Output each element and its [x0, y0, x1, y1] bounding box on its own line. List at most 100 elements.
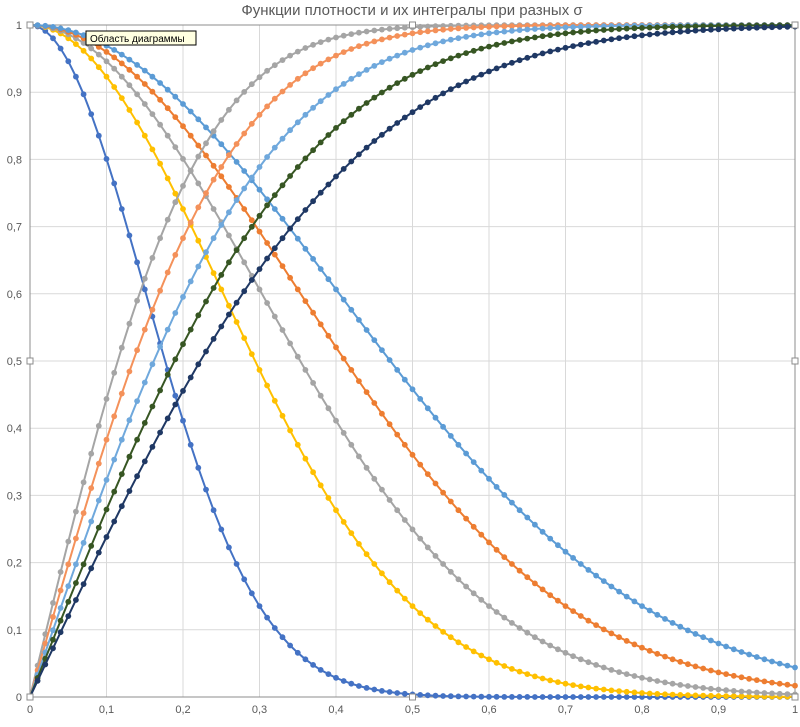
series-point	[478, 596, 485, 603]
series-point	[761, 656, 768, 663]
series-point	[88, 565, 95, 572]
series-point	[180, 123, 186, 130]
series-point	[134, 73, 141, 80]
series-point	[111, 84, 118, 90]
series-point	[348, 46, 355, 52]
series-point	[317, 482, 324, 489]
series-point	[180, 235, 186, 242]
series-point	[386, 357, 393, 363]
series-point	[616, 26, 622, 32]
series-point	[73, 561, 79, 568]
series-point	[792, 664, 798, 671]
series-point	[149, 111, 156, 117]
series-point	[784, 662, 791, 669]
series-point	[386, 579, 393, 586]
series-point	[348, 75, 355, 82]
series-point	[432, 23, 439, 30]
series-point	[348, 530, 355, 536]
series-point	[486, 656, 492, 663]
resize-handle[interactable]	[409, 21, 416, 29]
series-point	[608, 667, 615, 673]
resize-handle[interactable]	[26, 357, 34, 365]
series-point	[279, 57, 286, 63]
series-point	[226, 302, 232, 309]
series-point	[65, 35, 72, 42]
series-point	[470, 648, 477, 655]
series-point	[470, 24, 477, 31]
series-point	[256, 186, 263, 193]
series-point	[424, 23, 431, 30]
resize-handle[interactable]	[26, 693, 34, 701]
series-point	[715, 640, 722, 647]
series-point	[585, 694, 592, 700]
series-point	[562, 44, 569, 51]
series-point	[256, 286, 263, 293]
series-point	[409, 109, 416, 116]
series-point	[50, 627, 56, 634]
series-point	[248, 81, 255, 88]
series-point	[417, 44, 424, 51]
series-point	[600, 37, 607, 44]
series-point	[317, 98, 324, 105]
series-point	[386, 25, 393, 32]
series-point	[279, 235, 286, 242]
series-point	[669, 691, 676, 698]
resize-handle[interactable]	[409, 693, 416, 701]
series-point	[509, 620, 515, 626]
series-point	[363, 40, 370, 47]
series-point	[685, 23, 691, 30]
series-point	[164, 415, 171, 422]
series-point	[233, 141, 240, 147]
resize-handle[interactable]	[791, 21, 799, 29]
series-point	[264, 240, 270, 246]
series-point	[118, 436, 125, 443]
series-point	[555, 31, 561, 38]
series-point	[532, 26, 538, 32]
resize-handle[interactable]	[791, 693, 799, 701]
series-point	[241, 206, 248, 212]
series-point	[662, 653, 668, 660]
series-point	[409, 451, 416, 458]
series-point	[539, 33, 546, 40]
series-point	[379, 131, 385, 138]
series-point	[585, 617, 592, 624]
series-point	[409, 30, 416, 37]
series-point	[195, 204, 202, 211]
series-point	[463, 50, 469, 56]
series-point	[577, 561, 584, 567]
series-point	[662, 24, 668, 30]
series-point	[631, 673, 638, 679]
series-point	[333, 674, 339, 681]
series-point	[356, 105, 362, 112]
series-point	[65, 598, 72, 605]
series-point	[118, 344, 125, 351]
series-point	[317, 321, 324, 328]
series-point	[417, 610, 424, 616]
series-point	[294, 286, 301, 293]
resize-handle[interactable]	[26, 21, 34, 29]
series-point	[340, 32, 347, 39]
series-point	[753, 689, 760, 696]
selection-handles[interactable]	[26, 21, 799, 701]
series-point	[379, 486, 385, 493]
series-point	[226, 311, 232, 318]
series-point	[577, 694, 584, 700]
series-point	[164, 86, 171, 93]
series-point	[600, 694, 607, 700]
series-point	[279, 135, 286, 142]
series-point	[493, 65, 500, 72]
series-point	[501, 694, 508, 700]
tooltip: Область диаграммы	[85, 30, 197, 46]
resize-handle[interactable]	[791, 357, 799, 365]
series-point	[409, 526, 416, 533]
series-point	[248, 351, 255, 357]
series-point	[555, 24, 561, 31]
series-point	[302, 70, 309, 77]
series-point	[738, 693, 745, 700]
series-point	[218, 323, 225, 330]
series-point	[294, 164, 301, 170]
series-point	[424, 64, 431, 71]
series-point	[73, 535, 79, 542]
series-point	[470, 590, 477, 597]
